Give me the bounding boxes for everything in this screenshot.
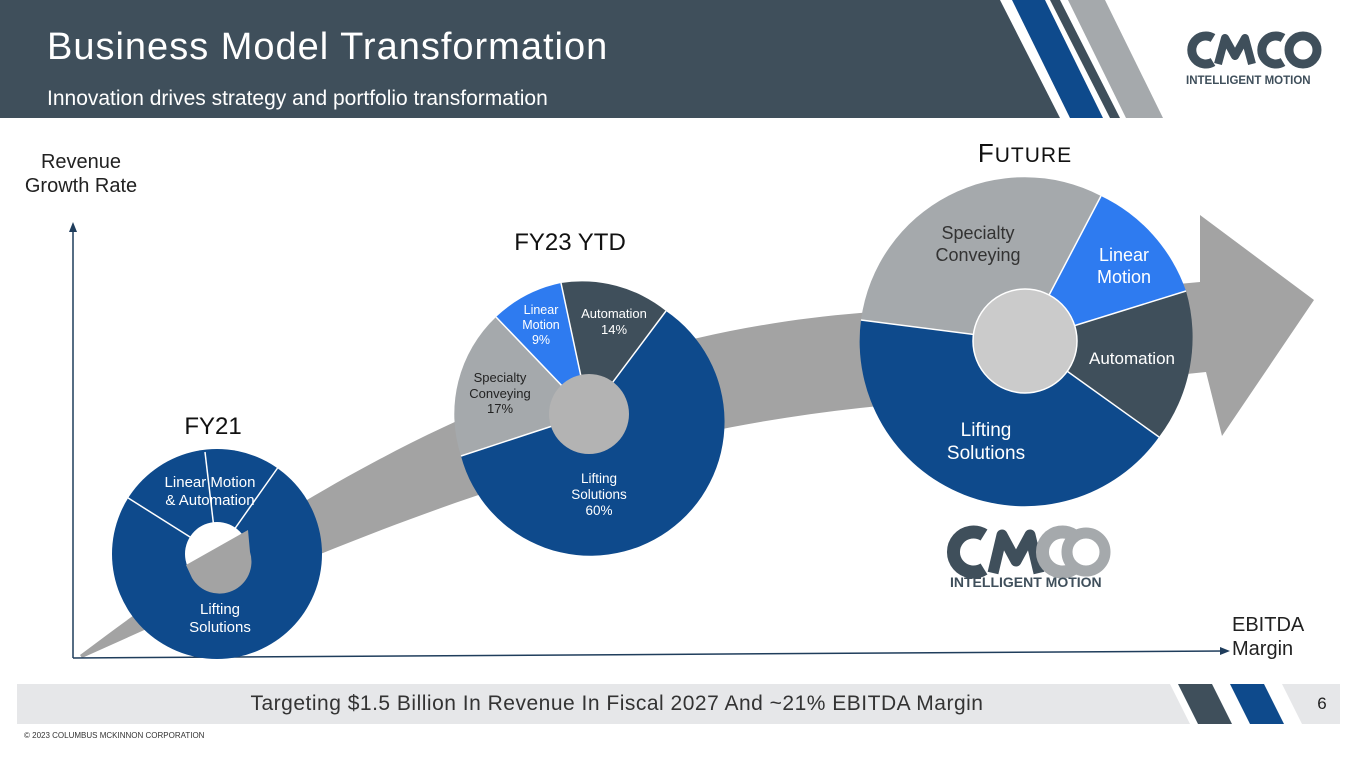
fy21-title: FY21 bbox=[184, 413, 242, 440]
future-title-rest: UTURE bbox=[994, 144, 1073, 167]
future-label-lifting-solutions: Lifting Solutions bbox=[946, 420, 1026, 464]
fy23-title: FY23 YTD bbox=[514, 229, 626, 256]
fy23-donut bbox=[454, 281, 725, 556]
x-axis bbox=[72, 650, 1225, 659]
page-title: Business Model Transformation bbox=[47, 26, 609, 68]
page-number: 6 bbox=[1317, 694, 1327, 713]
fy23-label-lifting-solutions: Lifting Solutions 60% bbox=[571, 471, 627, 519]
future-title: FUTURE bbox=[950, 138, 1100, 170]
future-segment-linear-motion bbox=[1025, 196, 1186, 341]
future-segment-automation bbox=[1025, 291, 1193, 437]
header-stripes bbox=[1000, 0, 1365, 118]
future-label-linear-motion: Linear Motion bbox=[1096, 245, 1152, 287]
future-label-specialty-conveying: Specialty Conveying bbox=[935, 223, 1021, 265]
copyright: © 2023 COLUMBUS MCKINNON CORPORATION bbox=[24, 731, 205, 740]
center-logo: INTELLIGENT MOTION bbox=[947, 525, 1111, 590]
y-axis-label: Revenue Growth Rate bbox=[24, 151, 138, 197]
svg-text:INTELLIGENT MOTION: INTELLIGENT MOTION bbox=[1186, 75, 1311, 87]
x-axis-label: EBITDA Margin bbox=[1232, 614, 1305, 660]
fy21-label-linear-motion-automation: Linear Motion & Automation bbox=[164, 474, 256, 509]
fy23-label-linear-motion: Linear Motion 9% bbox=[522, 303, 560, 347]
fy23-segment-linear-motion bbox=[496, 283, 589, 414]
header-logo: INTELLIGENT MOTION bbox=[1186, 31, 1322, 87]
footer-tagline: Targeting $1.5 Billion In Revenue In Fis… bbox=[250, 692, 984, 715]
future-label-automation: Automation bbox=[1089, 349, 1175, 368]
page-subtitle: Innovation drives strategy and portfolio… bbox=[47, 87, 548, 110]
fy23-label-automation: Automation 14% bbox=[581, 306, 647, 337]
future-center bbox=[972, 288, 1078, 394]
y-axis-arrowhead bbox=[69, 222, 77, 232]
future-donut bbox=[859, 177, 1193, 507]
fy23-center bbox=[549, 374, 629, 454]
footer-bar bbox=[17, 684, 1217, 724]
svg-text:INTELLIGENT MOTION: INTELLIGENT MOTION bbox=[950, 574, 1102, 590]
x-axis-arrowhead bbox=[1220, 647, 1230, 655]
fy23-label-specialty-conveying: Specialty Conveying 17% bbox=[469, 370, 531, 417]
future-segment-lifting-solutions bbox=[859, 320, 1159, 507]
future-title-initial: F bbox=[977, 138, 995, 168]
fy21-label-lifting-solutions: Lifting Solutions bbox=[189, 601, 251, 636]
fy21-donut bbox=[112, 449, 322, 659]
header-bar: Business Model Transformation Innovation… bbox=[0, 0, 1365, 118]
